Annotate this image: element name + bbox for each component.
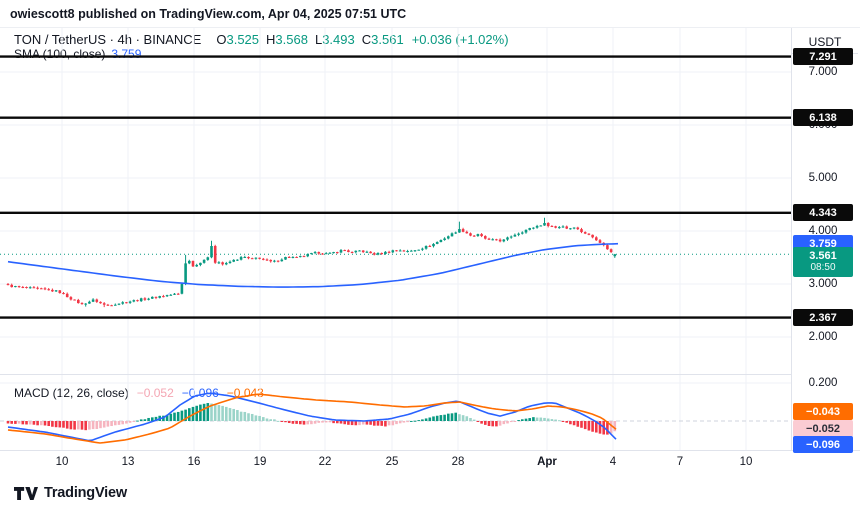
change-value: +0.036 (+1.02%) — [411, 32, 509, 47]
macd-hist-value: −0.052 — [136, 386, 174, 400]
time-axis[interactable] — [0, 450, 860, 476]
publish-header-text: owiescott8 published on TradingView.com,… — [10, 7, 407, 21]
macd-line-value: −0.096 — [181, 386, 219, 400]
tradingview-logo-icon — [14, 486, 38, 500]
close-label: C — [361, 32, 372, 47]
symbol-legend[interactable]: TON / TetherUS · 4h · BINANCE O3.525 H3.56… — [14, 32, 509, 47]
low-label: L — [314, 32, 323, 47]
open-value: 3.525 — [226, 32, 260, 47]
high-label: H — [266, 32, 276, 47]
high-value: 3.568 — [275, 32, 308, 47]
publish-header: owiescott8 published on TradingView.com,… — [10, 7, 406, 21]
low-value: 3.493 — [322, 32, 355, 47]
tradingview-logo-text: TradingView — [44, 485, 127, 501]
macd-indicator-legend[interactable]: MACD (12, 26, close) −0.052 −0.096 −0.043 — [14, 386, 264, 400]
close-value: 3.561 — [371, 32, 404, 47]
price-axis[interactable] — [791, 28, 860, 450]
open-label: O — [216, 32, 227, 47]
tradingview-logo[interactable]: TradingView — [14, 485, 127, 501]
macd-signal-value: −0.043 — [226, 386, 264, 400]
symbol-title: TON / TetherUS · 4h · BINANCE — [14, 32, 202, 47]
macd-legend-label: MACD (12, 26, close) — [14, 386, 129, 400]
